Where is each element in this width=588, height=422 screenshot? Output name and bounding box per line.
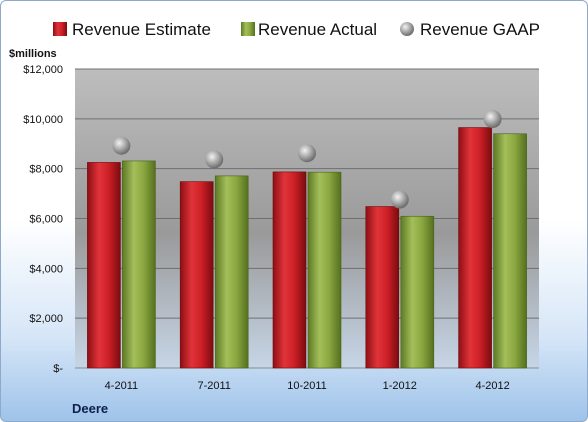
- y-axis: $- $2,000 $4,000 $6,000 $8,000 $10,000 $12,000: [23, 64, 63, 375]
- marker-revenue-gaap: [112, 136, 131, 155]
- bar-revenue-estimate: [365, 206, 400, 369]
- bar-revenue-estimate: [179, 181, 214, 369]
- marker-revenue-gaap: [298, 144, 316, 163]
- marker-revenue-gaap: [205, 150, 224, 169]
- legend-label-estimate: Revenue Estimate: [72, 20, 211, 39]
- x-tick-label: 4-2012: [475, 380, 509, 392]
- y-tick-label: $12,000: [23, 64, 63, 76]
- marker-revenue-gaap: [483, 110, 502, 129]
- y-axis-unit-label: $millions: [9, 48, 57, 60]
- legend-label-gaap: Revenue GAAP: [420, 20, 540, 39]
- x-tick-label: 10-2011: [287, 380, 327, 392]
- x-tick-label: 4-2011: [105, 380, 138, 392]
- legend: Revenue Estimate Revenue Actual Revenue …: [53, 20, 540, 39]
- y-tick-label: $10,000: [23, 114, 63, 126]
- y-tick-label: $8,000: [29, 164, 63, 176]
- bars: [87, 127, 527, 369]
- x-tick-label: 1-2012: [383, 380, 417, 392]
- y-tick-label: $4,000: [29, 263, 63, 275]
- bar-revenue-actual: [493, 133, 527, 369]
- bar-revenue-estimate: [272, 171, 307, 369]
- bar-revenue-estimate: [87, 162, 121, 369]
- x-axis: 4-2011 7-2011 10-2011 1-2012 4-2012: [105, 380, 510, 392]
- bar-revenue-actual: [400, 215, 435, 369]
- gaap-markers: [112, 110, 502, 209]
- legend-label-actual: Revenue Actual: [258, 20, 377, 39]
- bar-revenue-estimate: [458, 127, 492, 369]
- y-tick-label: $-: [53, 363, 63, 375]
- x-tick-label: 7-2011: [197, 380, 230, 392]
- bar-revenue-actual: [307, 171, 342, 369]
- bar-revenue-actual: [122, 160, 156, 369]
- marker-revenue-gaap: [390, 190, 409, 209]
- company-label: Deere: [72, 401, 108, 416]
- legend-swatch-actual: [241, 22, 255, 36]
- y-tick-label: $6,000: [29, 214, 63, 226]
- legend-swatch-estimate: [53, 22, 67, 36]
- legend-marker-gaap: [400, 22, 414, 36]
- y-tick-label: $2,000: [29, 313, 63, 325]
- bar-revenue-actual: [214, 175, 249, 369]
